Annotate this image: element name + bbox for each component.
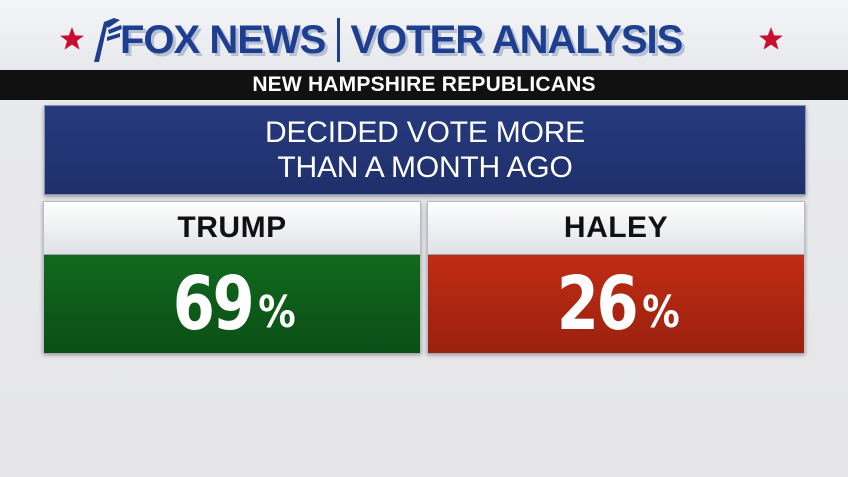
candidate-name-header: HALEY [428, 202, 804, 255]
candidate-value-panel: 69 % [44, 255, 420, 353]
section-title: VOTER ANALYSIS [350, 18, 683, 62]
brand-name: FOX NEWS [120, 18, 326, 62]
question-box: DECIDED VOTE MORE THAN A MONTH AGO [44, 105, 806, 195]
question-line: THAN A MONTH AGO [277, 151, 573, 184]
subheader-text: NEW HAMPSHIRE REPUBLICANS [252, 73, 596, 96]
star-icon [59, 26, 85, 52]
candidate-percent-value: 69 [173, 261, 255, 347]
candidate-value-panel: 26 % [428, 255, 804, 353]
brand-lockup: FOX NEWS VOTER ANALYSIS [90, 14, 760, 66]
candidate-percent-value: 26 [557, 261, 639, 347]
candidate-name-header: TRUMP [44, 202, 420, 255]
candidate-name: HALEY [563, 211, 669, 244]
fox-searchlight-icon [90, 16, 124, 64]
brand-divider [337, 18, 341, 62]
subheader-bar: NEW HAMPSHIRE REPUBLICANS [0, 70, 848, 100]
candidate-card-haley: HALEY 26 % [427, 201, 805, 353]
candidate-name: TRUMP [177, 211, 287, 244]
percent-sign: % [642, 286, 681, 338]
header-banner: FOX NEWS VOTER ANALYSIS [0, 0, 848, 72]
star-icon [758, 26, 784, 52]
question-line: DECIDED VOTE MORE [265, 116, 585, 149]
percent-sign: % [258, 286, 297, 338]
candidate-card-trump: TRUMP 69 % [43, 201, 421, 353]
